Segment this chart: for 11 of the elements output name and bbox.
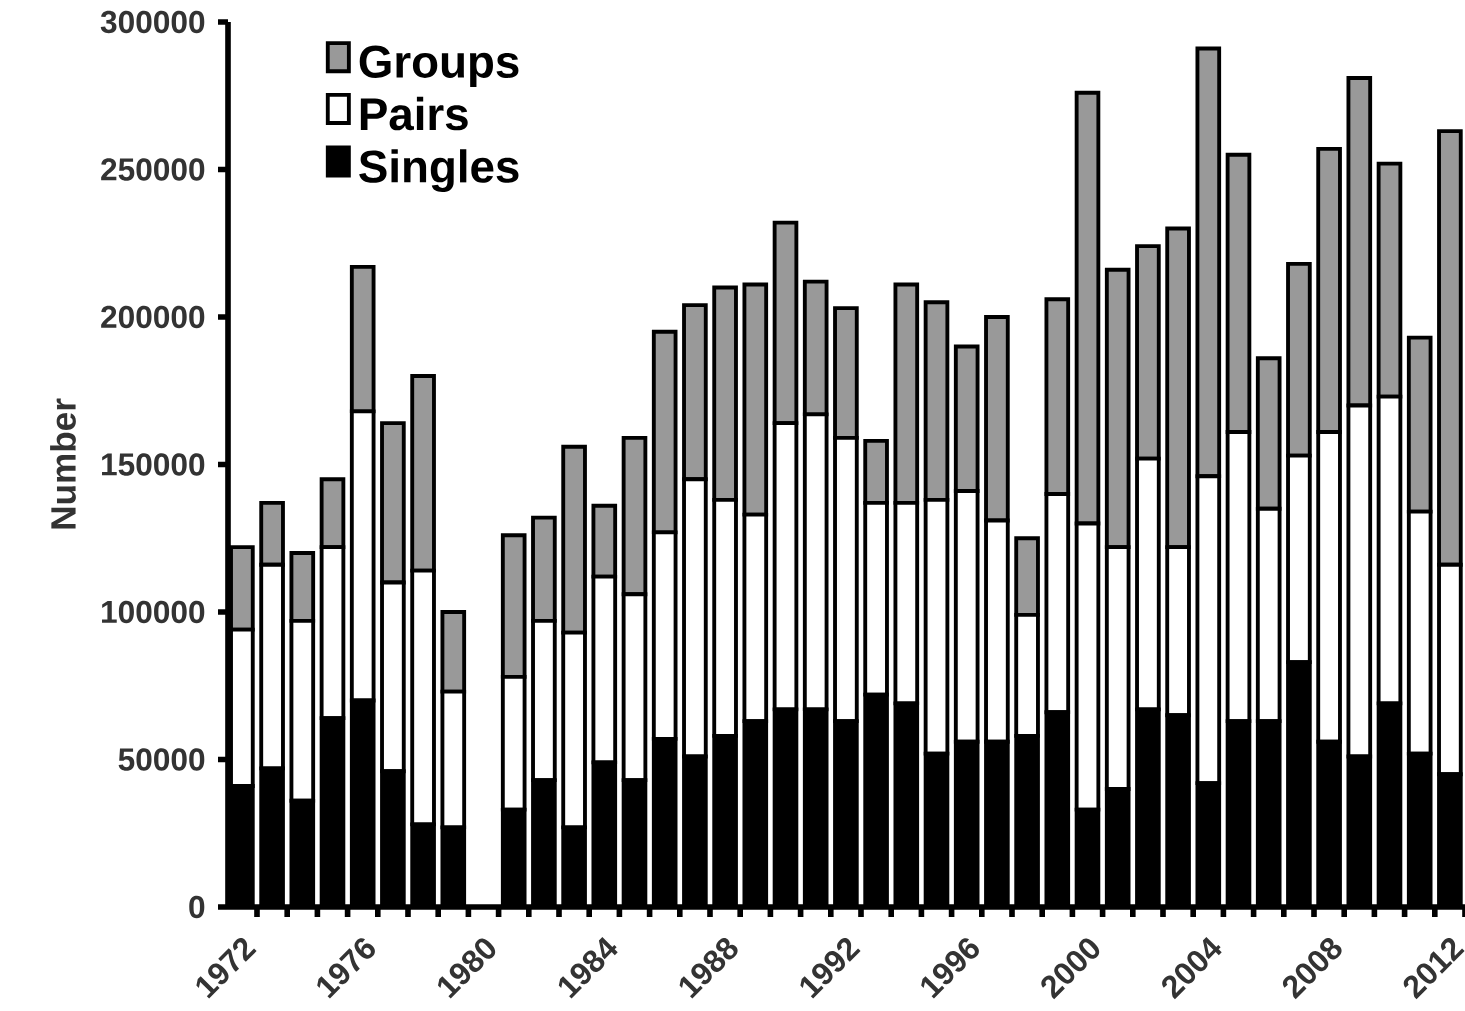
y-tick-label: 300000 — [100, 10, 205, 34]
legend-label: Singles — [359, 149, 519, 193]
legend-label: Groups — [359, 45, 519, 87]
y-axis-title: Number — [50, 398, 76, 529]
legend-label: Pairs — [360, 96, 468, 131]
y-tick-label: 50000 — [118, 748, 205, 771]
y-tick-label: 250000 — [101, 158, 205, 181]
y-tick-label: 0 — [189, 895, 205, 919]
y-tick-label: 200000 — [101, 305, 205, 329]
y-tick-label: 100000 — [102, 600, 205, 624]
y-tick-label: 150000 — [102, 453, 205, 476]
